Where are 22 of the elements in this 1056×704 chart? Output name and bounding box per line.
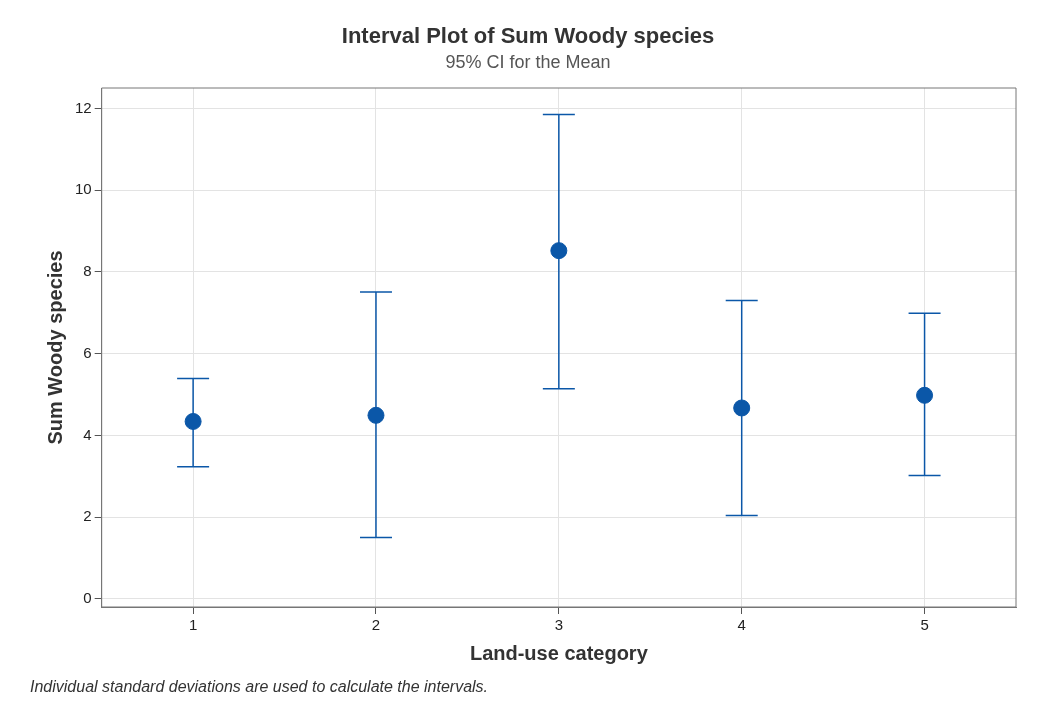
x-tick-label: 3 [554,616,564,634]
point [367,406,385,424]
chart-title: Interval Plot of Sum Woody species [341,23,715,49]
x-tick-label: 4 [737,616,746,634]
y-axis-title: Sum Woody species [43,250,66,445]
point [916,386,934,404]
y-tick-label: 8 [83,262,92,280]
x-axis-title: Land-use category [469,641,649,664]
y-tick-label: 0 [83,588,92,606]
text: Individual standard deviations are used to calculate the intervals. [30,678,489,696]
point [733,399,751,417]
chart-subtitle: 95% CI for the Mean [445,52,611,73]
y-tick-label: 2 [83,507,92,525]
y-tick-label: 6 [83,343,92,361]
point [184,412,202,430]
x-tick-label: 2 [371,616,381,634]
y-tick-label: 4 [83,425,92,443]
point [550,242,568,260]
y-tick-label: 10 [75,180,92,198]
x-tick-label: 1 [188,616,198,634]
x-tick-label: 5 [920,616,929,634]
y-tick-label: 12 [75,98,92,116]
